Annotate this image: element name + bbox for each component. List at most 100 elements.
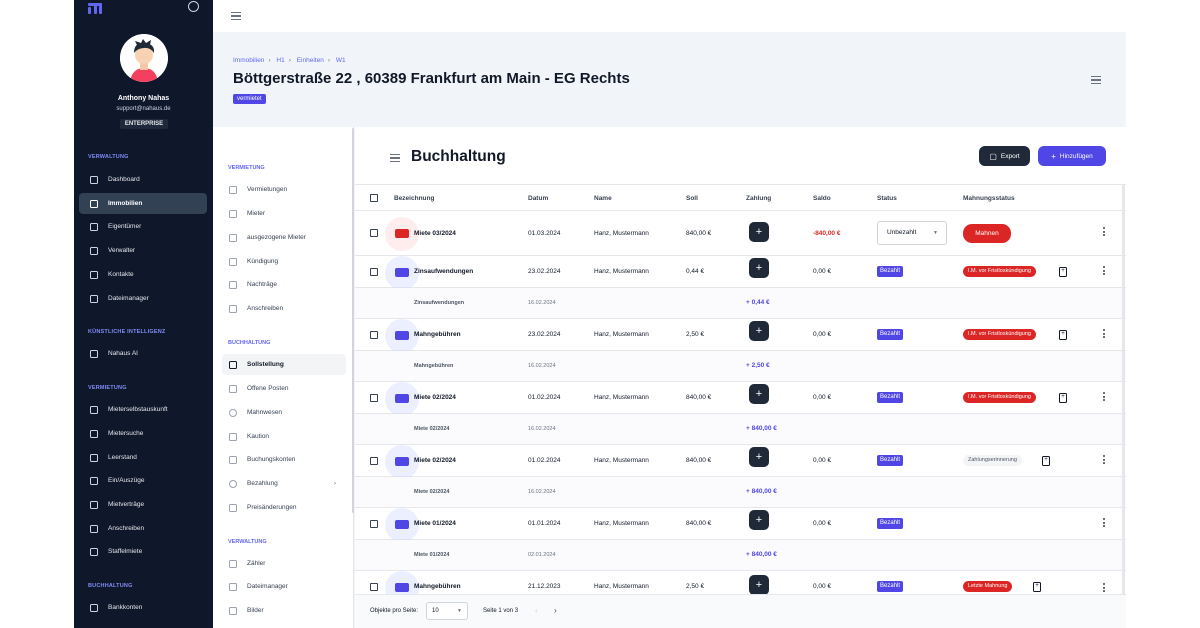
subnav-item-ausgezogene-mieter[interactable]: ausgezogene Mieter — [222, 227, 346, 248]
sidebar-item-mietersuche[interactable]: Mietersuche — [79, 423, 207, 444]
row-checkbox[interactable] — [370, 331, 378, 339]
nahaus-logo[interactable] — [88, 3, 102, 14]
row-actions-icon[interactable] — [1103, 227, 1106, 238]
next-page-icon[interactable]: › — [554, 606, 557, 615]
subnav-item-preisaenderungen[interactable]: Preisänderungen — [222, 497, 346, 518]
sub-amount: + 840,00 € — [746, 551, 777, 558]
subnav-item-nachtraege[interactable]: Nachträge — [222, 274, 346, 295]
col-mahnungsstatus[interactable]: Mahnungsstatus — [963, 195, 1015, 202]
secondary-nav: VERMIETUNG Vermietungen Mieter ausgezoge… — [213, 127, 354, 628]
table-scrollbar[interactable] — [1122, 184, 1125, 594]
row-checkbox[interactable] — [370, 457, 378, 465]
breadcrumb-immobilien[interactable]: Immobilien — [233, 57, 265, 64]
subnav-scrollbar[interactable] — [352, 128, 354, 513]
col-zahlung[interactable]: Zahlung — [746, 195, 772, 202]
sidebar-item-bankkonten[interactable]: Bankkonten — [79, 597, 207, 618]
sidebar-item-ein-auszuege[interactable]: Ein/Auszüge — [79, 470, 207, 491]
page-info: Seite 1 von 3 — [483, 608, 519, 614]
table-row[interactable]: Zinsaufwendungen 23.02.2024 Hanz, Muster… — [355, 256, 1126, 290]
dunning-badge: Zahlungserinnerung — [963, 455, 1022, 466]
document-download-icon[interactable]: + — [1059, 393, 1067, 403]
row-actions-icon[interactable] — [1103, 266, 1106, 277]
sidebar-item-eigentuemer[interactable]: Eigentümer — [79, 216, 207, 237]
account-icon[interactable] — [188, 1, 199, 12]
sidebar-item-dashboard[interactable]: Dashboard — [79, 169, 207, 190]
subnav-item-mahnwesen[interactable]: Mahnwesen — [222, 402, 346, 423]
alert-icon — [229, 408, 237, 417]
col-saldo[interactable]: Saldo — [813, 195, 831, 202]
row-checkbox[interactable] — [370, 583, 378, 591]
add-payment-button[interactable]: + — [749, 575, 769, 594]
table-row[interactable]: Mahngebühren 21.12.2023 Hanz, Mustermann… — [355, 571, 1126, 594]
row-checkbox[interactable] — [370, 229, 378, 237]
mahnen-button[interactable]: Mahnen — [963, 224, 1011, 243]
prev-page-icon[interactable]: ‹ — [535, 606, 538, 615]
document-download-icon[interactable]: + — [1059, 330, 1067, 340]
row-actions-icon[interactable] — [1103, 455, 1106, 466]
export-button[interactable]: ▢ Export — [979, 146, 1030, 166]
add-payment-button[interactable]: + — [749, 384, 769, 404]
row-checkbox[interactable] — [370, 520, 378, 528]
sidebar-item-kontakte[interactable]: Kontakte — [79, 264, 207, 285]
status-select[interactable]: Unbezahlt ▼ — [877, 221, 947, 245]
document-download-icon[interactable]: + — [1059, 267, 1067, 277]
subnav-item-sollstellung[interactable]: Sollstellung — [222, 354, 346, 375]
meter-icon — [229, 559, 237, 568]
row-actions-icon[interactable] — [1103, 329, 1106, 340]
sidebar-item-verwalter[interactable]: Verwalter — [79, 240, 207, 261]
table-row[interactable]: Mahngebühren 23.02.2024 Hanz, Mustermann… — [355, 319, 1126, 353]
col-name[interactable]: Name — [594, 195, 612, 202]
sidebar-item-leerstand[interactable]: Leerstand — [79, 447, 207, 468]
sidebar-item-dateimanager[interactable]: Dateimanager — [79, 288, 207, 309]
table-row[interactable]: Miete 02/2024 01.02.2024 Hanz, Musterman… — [355, 445, 1126, 479]
add-payment-button[interactable]: + — [749, 447, 769, 467]
subnav-item-bilder[interactable]: Bilder — [222, 600, 346, 621]
document-download-icon[interactable]: + — [1042, 456, 1050, 466]
select-all-checkbox[interactable] — [370, 194, 378, 202]
table-row[interactable]: Miete 01/2024 01.01.2024 Hanz, Musterman… — [355, 508, 1126, 542]
breadcrumb-h1[interactable]: H1 — [276, 57, 285, 64]
subnav-item-vermietungen[interactable]: Vermietungen — [222, 179, 346, 200]
add-payment-button[interactable]: + — [749, 510, 769, 530]
table-row[interactable]: Miete 02/2024 01.02.2024 Hanz, Musterman… — [355, 382, 1126, 416]
breadcrumb-w1[interactable]: W1 — [335, 57, 346, 64]
table-row[interactable]: Miete 03/2024 01.03.2024 Hanz, Musterman… — [355, 211, 1126, 256]
sidebar-item-mieterselbstauskunft[interactable]: Mieterselbstauskunft — [79, 399, 207, 420]
row-actions-icon[interactable] — [1103, 583, 1106, 594]
col-datum[interactable]: Datum — [528, 195, 549, 202]
subnav-item-zaehler[interactable]: Zähler — [222, 553, 346, 574]
header-menu-icon[interactable] — [1091, 76, 1101, 84]
row-soll: 840,00 € — [686, 230, 712, 237]
sidebar-section-ki: KÜNSTLICHE INTELLIGENZ — [88, 329, 166, 335]
add-payment-button[interactable]: + — [749, 222, 769, 242]
breadcrumb-einheiten[interactable]: Einheiten — [296, 57, 324, 64]
sidebar-item-nahaus-ai[interactable]: Nahaus AI — [79, 343, 207, 364]
col-soll[interactable]: Soll — [686, 195, 698, 202]
subnav-item-buchungskonten[interactable]: Buchungskonten — [222, 449, 346, 470]
per-page-select[interactable]: 10 ▼ — [426, 602, 468, 620]
document-download-icon[interactable]: + — [1033, 582, 1041, 592]
sidebar-item-mietvertraege[interactable]: Mietverträge — [79, 494, 207, 515]
subnav-item-mieter[interactable]: Mieter — [222, 203, 346, 224]
subnav-item-offene-posten[interactable]: Offene Posten — [222, 378, 346, 399]
menu-toggle-icon[interactable] — [231, 12, 241, 20]
sidebar-item-staffelmiete[interactable]: Staffelmiete — [79, 541, 207, 562]
sidebar-item-anschreiben[interactable]: Anschreiben — [79, 518, 207, 539]
col-bezeichnung[interactable]: Bezeichnung — [394, 195, 435, 202]
row-actions-icon[interactable] — [1103, 392, 1106, 403]
subnav-item-anschreiben[interactable]: Anschreiben — [222, 298, 346, 319]
subnav-item-bezahlung[interactable]: Bezahlung › — [222, 473, 346, 494]
sidebar-item-immobilien[interactable]: Immobilien — [79, 193, 207, 214]
row-name: Hanz, Mustermann — [594, 331, 649, 338]
add-payment-button[interactable]: + — [749, 258, 769, 278]
subnav-item-kuendigung[interactable]: Kündigung — [222, 251, 346, 272]
subnav-item-kaution[interactable]: Kaution — [222, 426, 346, 447]
row-checkbox[interactable] — [370, 268, 378, 276]
subnav-item-dateimanager[interactable]: Dateimanager — [222, 576, 346, 597]
add-button[interactable]: + Hinzufügen — [1038, 146, 1106, 166]
col-status[interactable]: Status — [877, 195, 897, 202]
row-checkbox[interactable] — [370, 394, 378, 402]
add-payment-button[interactable]: + — [749, 321, 769, 341]
row-actions-icon[interactable] — [1103, 518, 1106, 529]
panel-menu-icon[interactable] — [390, 154, 400, 162]
